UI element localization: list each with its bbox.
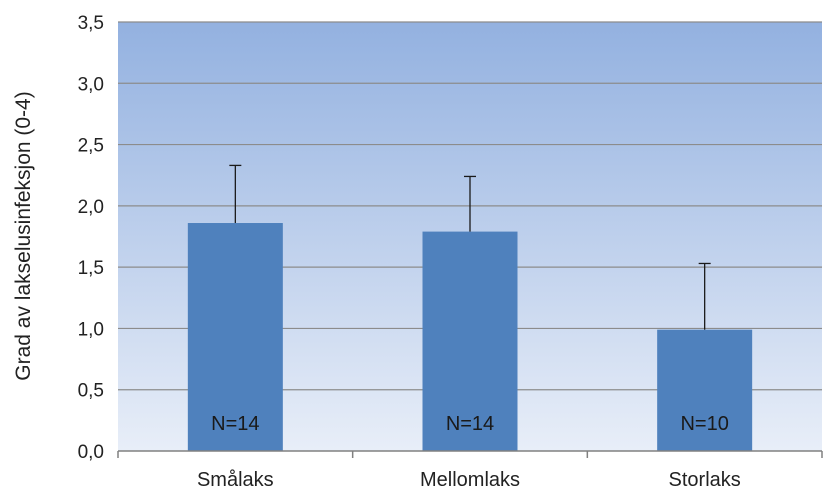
x-axis bbox=[117, 450, 823, 458]
y-tick-label: 3,0 bbox=[78, 74, 104, 95]
y-tick-label: 3,5 bbox=[78, 13, 104, 34]
n-label: N=14 bbox=[446, 413, 494, 435]
category-labels: Smålaks Mellomlaks Storlaks bbox=[197, 469, 741, 491]
y-axis-label: Grad av lakselusinfeksjon (0-4) bbox=[12, 91, 35, 380]
n-label: N=14 bbox=[211, 413, 259, 435]
y-tick-label: 0,0 bbox=[78, 442, 104, 463]
bar bbox=[422, 231, 518, 451]
y-tick-label: 2,5 bbox=[78, 136, 104, 157]
x-category-label: Smålaks bbox=[197, 469, 274, 491]
n-label: N=10 bbox=[680, 413, 728, 435]
n-labels: N=14 N=14 N=10 bbox=[211, 413, 729, 435]
y-tick-label: 1,5 bbox=[78, 258, 104, 279]
x-category-label: Mellomlaks bbox=[420, 469, 520, 491]
y-tick-label: 1,0 bbox=[78, 319, 104, 340]
error-bars bbox=[229, 164, 711, 330]
bars bbox=[187, 223, 753, 451]
x-category-label: Storlaks bbox=[669, 469, 741, 491]
bar bbox=[657, 329, 753, 451]
y-tick-label: 0,5 bbox=[78, 381, 104, 402]
y-tick-labels: 0,0 0,5 1,0 1,5 2,0 2,5 3,0 3,5 bbox=[78, 13, 104, 463]
y-tick-label: 2,0 bbox=[78, 197, 104, 218]
bar bbox=[187, 223, 283, 451]
